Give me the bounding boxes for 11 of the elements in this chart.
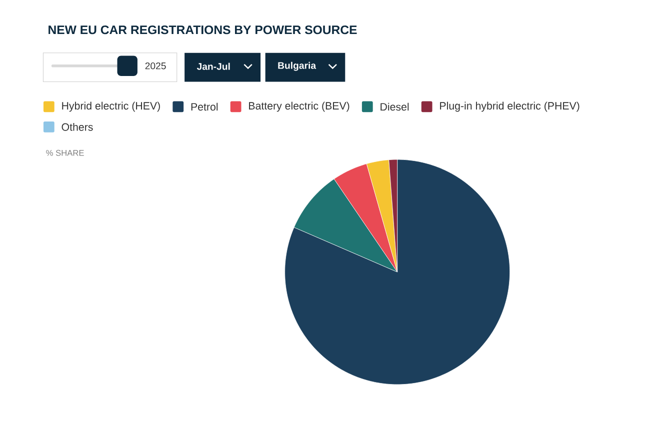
text: Jan-Jul <box>196 62 230 70</box>
text: 2025 <box>145 62 166 70</box>
chart-title: NEW EU CAR REGISTRATIONS BY POWER SOURCE <box>48 25 357 34</box>
text: % SHARE <box>46 150 84 156</box>
legend-label: Plug-in hybrid electric (PHEV) <box>440 102 580 112</box>
legend-label: Battery electric (BEV) <box>249 102 350 112</box>
legend-label: Petrol <box>191 102 218 111</box>
text: Bulgaria <box>278 62 316 71</box>
legend-label: Others <box>62 123 93 131</box>
legend-label: Hybrid electric (HEV) <box>62 102 160 112</box>
legend-label: Diesel <box>380 102 409 111</box>
